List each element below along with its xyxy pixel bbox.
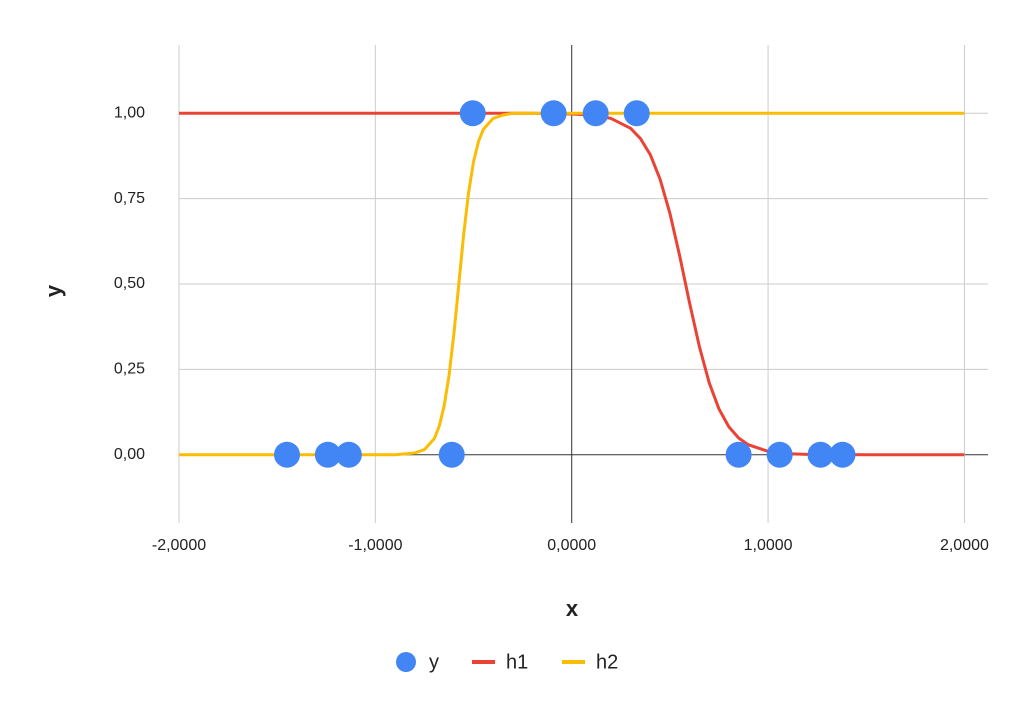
x-tick-label: 1,0000 — [744, 537, 793, 554]
y-tick-label: 0,50 — [114, 275, 145, 292]
scatter-point — [582, 100, 609, 127]
x-axis-title: x — [566, 596, 579, 621]
scatter-point — [335, 441, 362, 468]
x-tick-label: -1,0000 — [348, 537, 402, 554]
y-tick-label: 1,00 — [114, 105, 145, 122]
x-tick-label: 0,0000 — [547, 537, 596, 554]
legend-text: y — [429, 651, 439, 673]
x-tick-label: 2,0000 — [940, 537, 989, 554]
x-tick-label: -2,0000 — [152, 537, 206, 554]
scatter-point — [540, 100, 567, 127]
legend-text: h1 — [506, 651, 528, 673]
legend-text: h2 — [596, 651, 618, 673]
y-tick-label: 0,25 — [114, 361, 145, 378]
scatter-point — [807, 441, 834, 468]
scatter-point — [459, 100, 486, 127]
y-tick-label: 0,00 — [114, 446, 145, 463]
y-tick-label: 0,75 — [114, 190, 145, 207]
y-axis-title: y — [41, 284, 66, 297]
scatter-point — [766, 441, 793, 468]
scatter-point — [623, 100, 650, 127]
legend-marker — [396, 652, 416, 672]
scatter-point — [725, 441, 752, 468]
scatter-point — [273, 441, 300, 468]
scatter-point — [829, 441, 856, 468]
scatter-point — [314, 441, 341, 468]
scatter-point — [438, 441, 465, 468]
